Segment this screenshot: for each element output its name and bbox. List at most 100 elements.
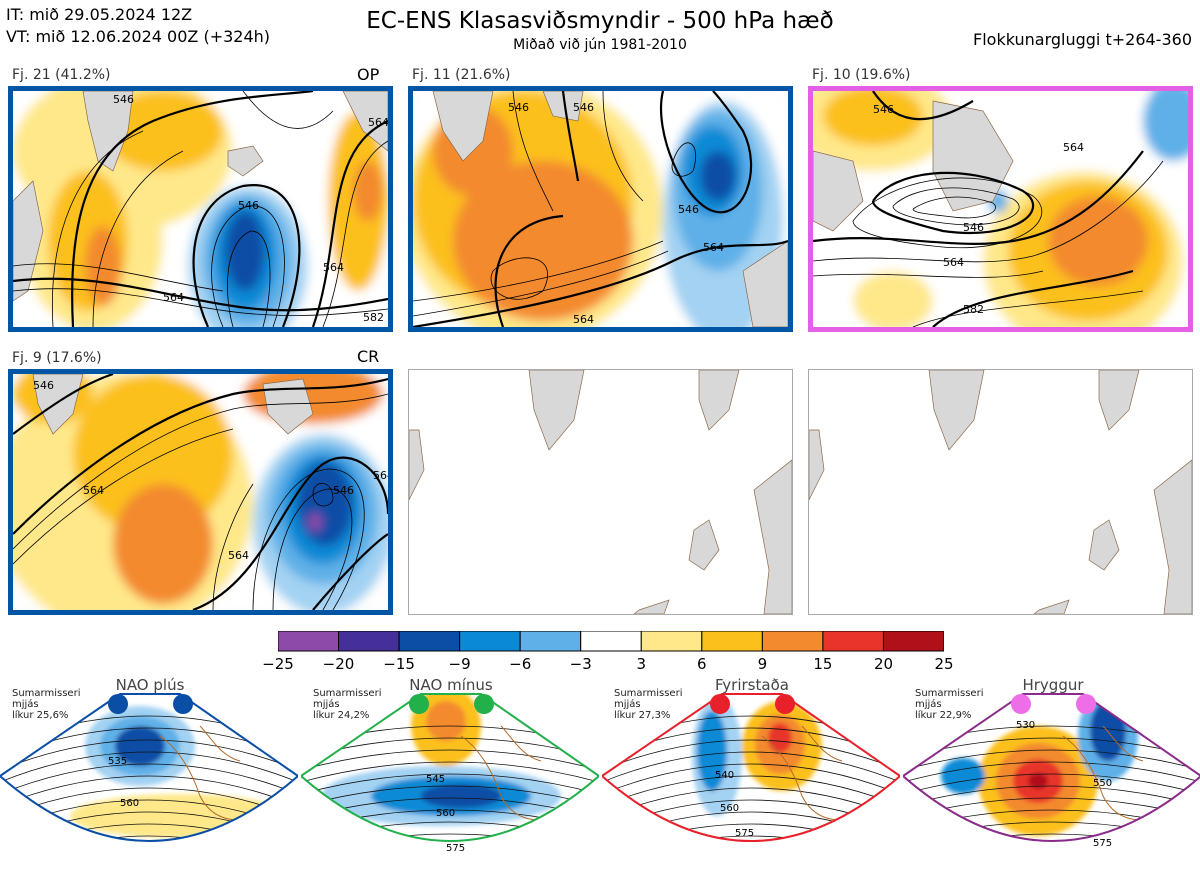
cluster-4-label: Fj. 9 (17.6%): [12, 350, 102, 366]
regime-info: Sumarmisseri mjjás líkur 27,3%: [614, 688, 682, 721]
colorbar-tick-label: −15: [383, 655, 415, 673]
height-contour: [903, 846, 1200, 866]
regime-marker: [173, 694, 193, 714]
regime-info-line: mjjás: [614, 699, 641, 710]
page-subtitle: Miðað við jún 1981-2010: [513, 37, 687, 53]
regime-info: Sumarmisseri mjjás líkur 22,9%: [915, 688, 983, 721]
regime-contour-label: 560: [436, 808, 455, 819]
cluster-1-tag: OP: [357, 65, 380, 84]
height-contour: [301, 761, 599, 783]
regime-frame: [602, 693, 900, 842]
contour-label: 564: [943, 256, 964, 269]
contour-label: 564: [83, 484, 104, 497]
regime-contour-label: 560: [120, 798, 139, 809]
colorbar-cell: [882, 631, 944, 652]
regime-marker: [710, 694, 730, 714]
regime-info-line: líkur 25,6%: [12, 710, 69, 721]
cluster-2-label: Fj. 11 (21.6%): [412, 67, 511, 83]
height-contour: [0, 775, 298, 807]
cluster-3-label: Fj. 10 (19.6%): [812, 67, 911, 83]
regime-info-line: Sumarmisseri: [313, 688, 382, 699]
contour-label: 546: [963, 221, 984, 234]
colorbar-cell: [701, 631, 763, 652]
regime-contour-label: 545: [426, 774, 445, 785]
anomaly-blob: [1028, 773, 1048, 789]
regime-contour-label: 540: [715, 770, 734, 781]
height-contour: [903, 773, 1200, 795]
height-contour: [602, 763, 900, 795]
regime-panel: 540 560 575 Sumarmisseri mjjás líkur 27,3% Fyr…: [602, 676, 900, 868]
contour-label: 564: [573, 313, 594, 326]
cluster-2-map: 546 546 546 564 564: [408, 86, 793, 332]
colorbar-tick-label: 3: [636, 655, 647, 673]
colorbar-tick-label: −25: [262, 655, 294, 673]
contour-label: 564: [373, 469, 388, 482]
height-contour: [301, 833, 599, 841]
height-contour: [602, 775, 900, 807]
regime-contour-label: 560: [720, 803, 739, 814]
contour-label: 546: [678, 203, 699, 216]
regime-info: Sumarmisseri mjjás líkur 24,2%: [313, 688, 381, 721]
regime-name: NAO mínus: [409, 676, 493, 694]
regime-contour-label: 575: [735, 828, 754, 839]
height-contour: [903, 833, 1200, 841]
height-contour: [301, 858, 599, 868]
height-contour: [301, 749, 599, 771]
height-contour: [602, 848, 900, 868]
contour-label: 546: [113, 93, 134, 106]
cluster-4-tag: CR: [357, 347, 380, 366]
cluster-1-map: 546 564 546 564 564 582: [8, 86, 393, 332]
colorbar-cell: [398, 631, 461, 652]
height-contour: [903, 761, 1200, 783]
colorbar-tick-label: 6: [697, 655, 707, 673]
regime-info-line: líkur 24,2%: [313, 710, 370, 721]
height-contour: [0, 848, 298, 868]
contour-label: 546: [508, 101, 529, 114]
empty-map-1: [408, 369, 793, 615]
colorbar: [278, 631, 944, 652]
contour-label: 564: [703, 241, 724, 254]
contour-label: 564: [228, 549, 249, 562]
contour-label: 546: [33, 379, 54, 392]
height-contour: [301, 785, 599, 807]
regime-info-line: Sumarmisseri: [915, 688, 984, 699]
colorbar-tick-label: −9: [448, 655, 471, 673]
height-contour: [602, 751, 900, 783]
anomaly-blob: [70, 794, 290, 838]
regime-contour-label: 535: [108, 756, 127, 767]
contour-label: 564: [368, 116, 388, 129]
anomaly-blob: [115, 726, 165, 766]
colorbar-tick-label: 20: [873, 655, 894, 673]
anomaly-blob: [421, 784, 501, 808]
height-contour: [301, 773, 599, 795]
contour-label: 564: [323, 261, 344, 274]
colorbar-tick-label: 9: [757, 655, 768, 673]
height-contour: [602, 739, 900, 771]
regime-marker: [775, 694, 795, 714]
colorbar-cell: [459, 631, 521, 652]
regime-info-line: Sumarmisseri: [614, 688, 683, 699]
height-contour: [903, 749, 1200, 771]
regime-frame: [903, 693, 1200, 842]
colorbar-cell: [761, 631, 824, 652]
regime-name: Hryggur: [1022, 676, 1084, 694]
valid-time: VT: mið 12.06.2024 00Z (+324h): [6, 27, 271, 46]
empty-map-2: [808, 369, 1193, 615]
regime-panel: 535 560 Sumarmisseri mjjás líkur 25,6% NAO pl…: [0, 676, 298, 868]
contour-label: 546: [573, 101, 594, 114]
classification-window: Flokkunargluggi t+264-360: [973, 30, 1192, 49]
regime-marker: [409, 694, 429, 714]
cluster-4-map: 546 564 546 564 564: [8, 369, 393, 615]
colorbar-cell: [519, 631, 582, 652]
page-title: EC-ENS Klasasviðsmyndir - 500 hPa hæð: [366, 8, 834, 34]
init-time: IT: mið 29.05.2024 12Z: [6, 5, 193, 24]
anomaly-blob: [941, 758, 985, 794]
contour-label: 546: [333, 484, 354, 497]
cluster-3-map: 546 564 546 564 582: [808, 86, 1193, 332]
contour-label: 582: [363, 311, 384, 324]
colorbar-tick-label: −3: [569, 655, 592, 673]
regime-name: NAO plús: [115, 676, 185, 694]
height-contour: [0, 835, 298, 841]
colorbar-tick-label: 15: [813, 655, 833, 673]
regime-info-line: mjjás: [313, 699, 340, 710]
